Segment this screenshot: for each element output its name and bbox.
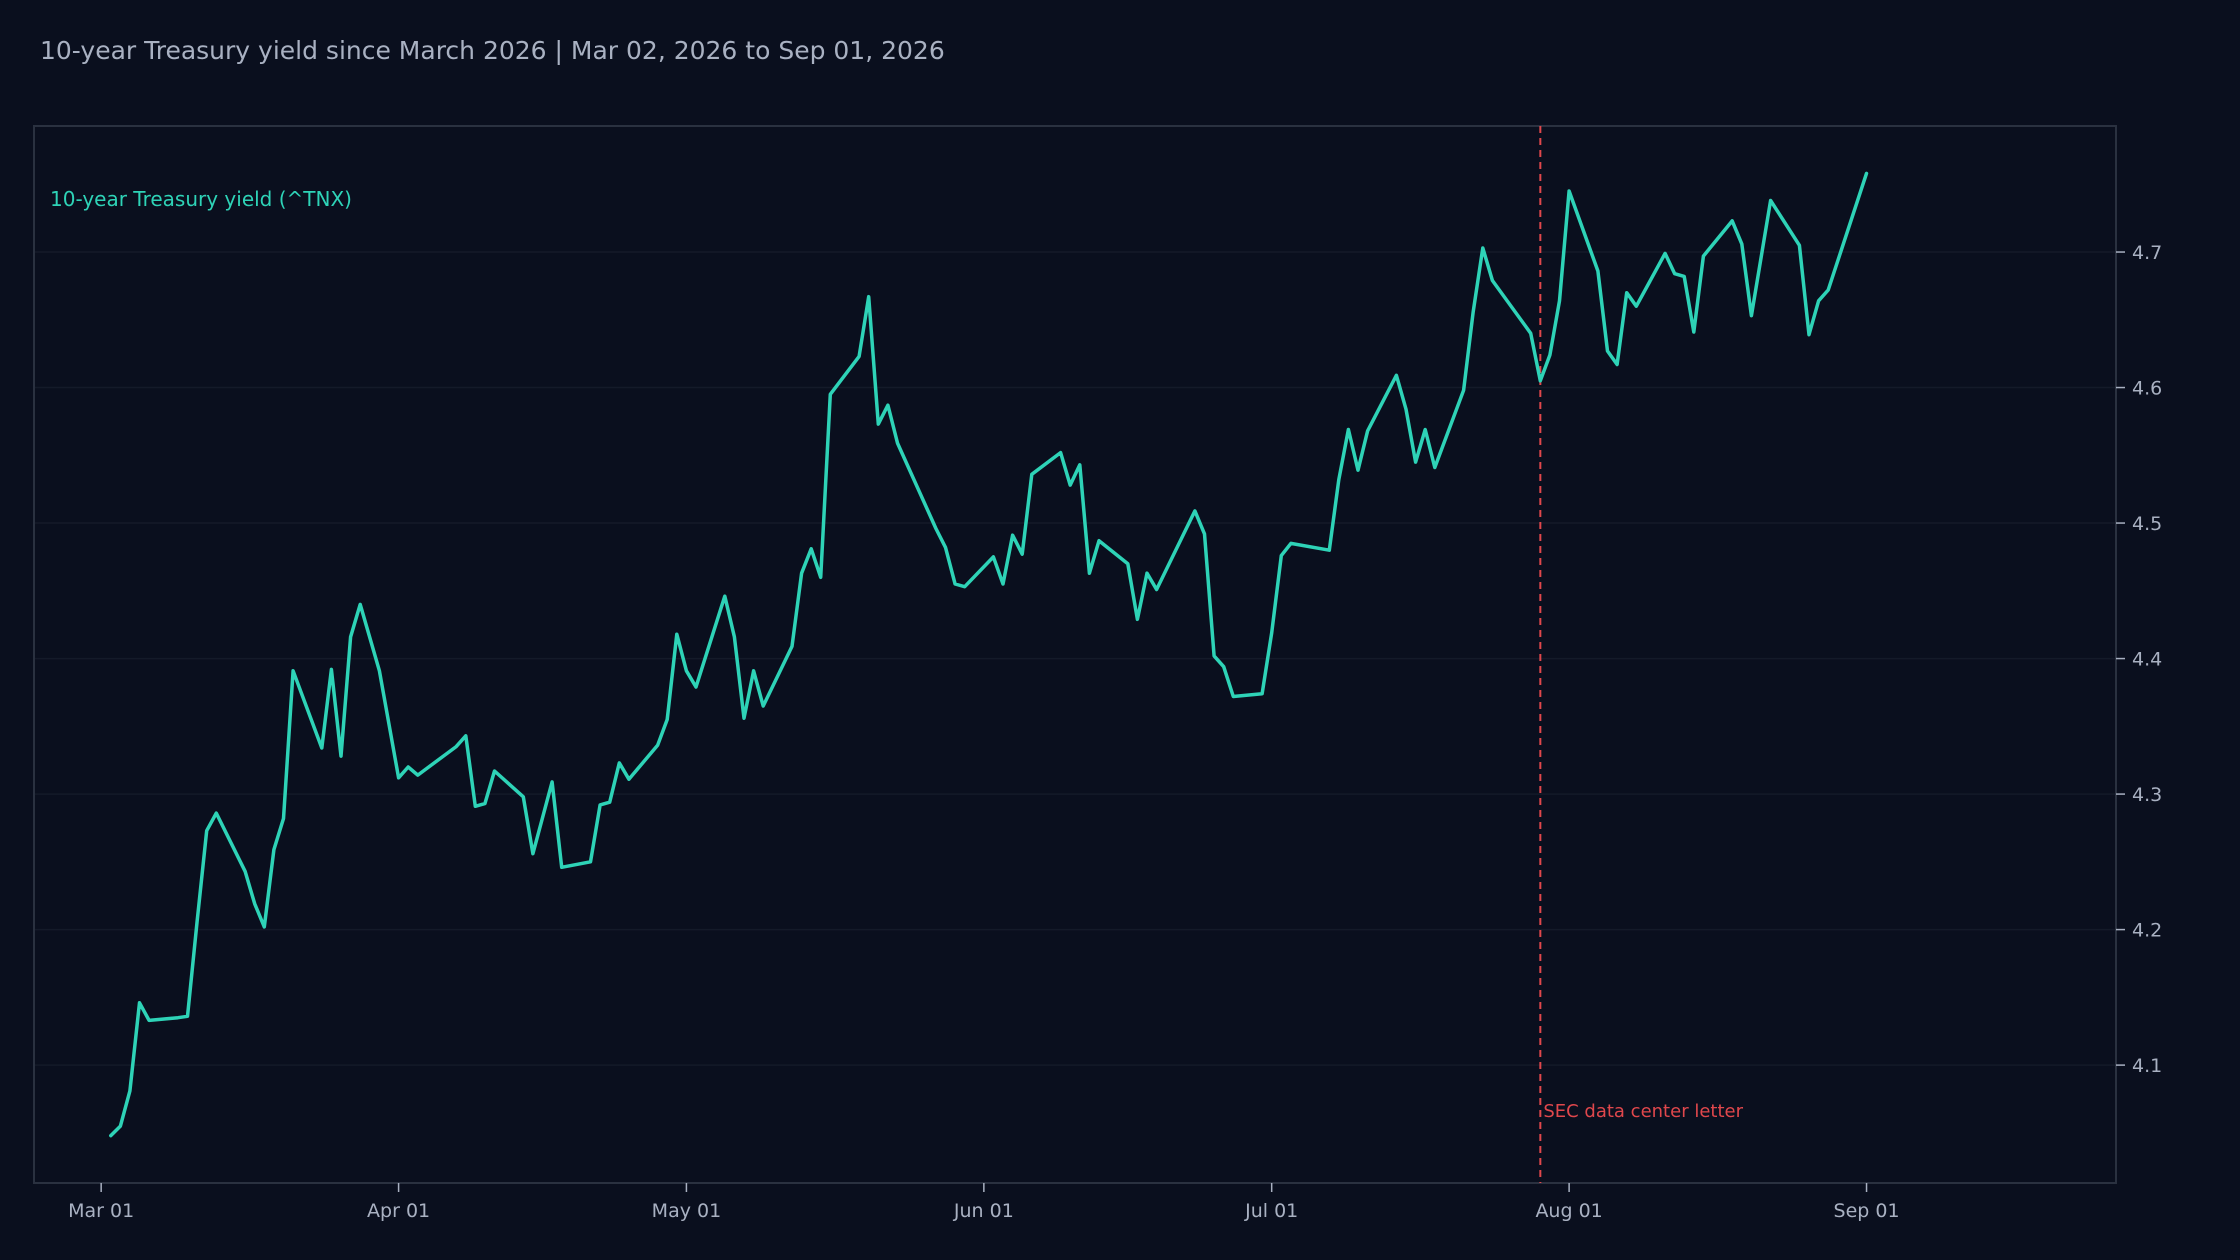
series-label: 10-year Treasury yield (^TNX) bbox=[50, 187, 352, 211]
x-tick-label: Sep 01 bbox=[1834, 1200, 1900, 1222]
x-tick-label: Aug 01 bbox=[1535, 1200, 1602, 1222]
y-tick-label: 4.4 bbox=[2132, 649, 2162, 671]
event-marker-label: SEC data center letter bbox=[1543, 1101, 1743, 1122]
y-tick-label: 4.5 bbox=[2132, 513, 2162, 535]
grid-layer bbox=[34, 251, 2116, 1066]
x-tick-label: Jul 01 bbox=[1244, 1200, 1298, 1222]
x-tick-label: May 01 bbox=[652, 1200, 722, 1222]
x-tick-label: Apr 01 bbox=[367, 1200, 430, 1222]
event-layer: SEC data center letter bbox=[1539, 126, 1744, 1183]
y-tick-label: 4.7 bbox=[2132, 242, 2162, 264]
y-tick-label: 4.3 bbox=[2132, 784, 2162, 806]
label-layer: 10-year Treasury yield (^TNX) bbox=[50, 187, 352, 211]
plot-area bbox=[33, 125, 2117, 1184]
series-line bbox=[109, 171, 1869, 1138]
chart-title: 10-year Treasury yield since March 2026 … bbox=[40, 36, 945, 65]
y-tick-label: 4.1 bbox=[2132, 1055, 2162, 1077]
x-tick-label: Jun 01 bbox=[953, 1200, 1014, 1222]
y-tick-label: 4.6 bbox=[2132, 378, 2162, 400]
x-tick-label: Mar 01 bbox=[68, 1200, 134, 1222]
y-tick-label: 4.2 bbox=[2132, 920, 2162, 942]
axis-layer: 4.1 4.2 4.3 4.4 4.5 4.6 4.7 Mar 01 Apr 01 May 01 J… bbox=[68, 242, 2162, 1222]
series-layer bbox=[109, 171, 1869, 1138]
